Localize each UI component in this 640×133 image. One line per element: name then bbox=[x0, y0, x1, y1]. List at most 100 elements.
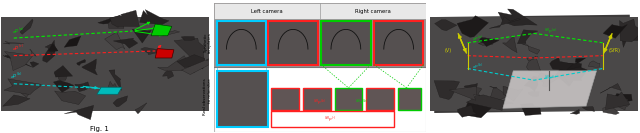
Polygon shape bbox=[520, 103, 541, 116]
Polygon shape bbox=[464, 83, 477, 90]
Polygon shape bbox=[527, 56, 541, 74]
Text: Left camera: Left camera bbox=[252, 9, 283, 14]
Polygon shape bbox=[603, 24, 627, 38]
Polygon shape bbox=[620, 26, 640, 47]
Polygon shape bbox=[108, 81, 116, 90]
Bar bbox=[335, 88, 362, 110]
Polygon shape bbox=[524, 76, 538, 92]
Bar bbox=[271, 111, 394, 126]
Polygon shape bbox=[3, 95, 30, 106]
Polygon shape bbox=[54, 66, 73, 77]
Polygon shape bbox=[457, 16, 488, 37]
Polygon shape bbox=[151, 24, 172, 36]
Polygon shape bbox=[502, 36, 517, 53]
Polygon shape bbox=[135, 103, 147, 114]
Polygon shape bbox=[20, 19, 33, 34]
Bar bbox=[398, 88, 421, 110]
Polygon shape bbox=[522, 44, 540, 54]
Polygon shape bbox=[82, 59, 97, 75]
Bar bbox=[214, 3, 426, 19]
Polygon shape bbox=[588, 61, 600, 67]
Polygon shape bbox=[574, 58, 586, 65]
Polygon shape bbox=[430, 17, 638, 111]
Text: $_wp^{(r)}$: $_wp^{(r)}$ bbox=[12, 43, 24, 53]
Polygon shape bbox=[490, 87, 497, 88]
Text: (SfR): (SfR) bbox=[609, 48, 621, 53]
Polygon shape bbox=[467, 95, 513, 110]
Polygon shape bbox=[182, 57, 216, 75]
Polygon shape bbox=[582, 107, 595, 111]
Bar bbox=[214, 3, 426, 67]
Text: Right camera: Right camera bbox=[355, 9, 390, 14]
Polygon shape bbox=[141, 47, 165, 55]
Polygon shape bbox=[527, 57, 538, 61]
Polygon shape bbox=[113, 96, 127, 107]
Polygon shape bbox=[155, 49, 174, 58]
Polygon shape bbox=[600, 83, 621, 93]
Polygon shape bbox=[54, 73, 67, 80]
Polygon shape bbox=[1, 17, 209, 111]
Polygon shape bbox=[478, 37, 499, 47]
Polygon shape bbox=[16, 84, 34, 97]
Polygon shape bbox=[458, 105, 477, 117]
Polygon shape bbox=[517, 30, 538, 44]
Polygon shape bbox=[570, 109, 580, 114]
Polygon shape bbox=[163, 30, 180, 36]
Polygon shape bbox=[550, 58, 573, 70]
Polygon shape bbox=[104, 32, 125, 50]
Polygon shape bbox=[434, 81, 460, 100]
Bar bbox=[321, 21, 371, 65]
Text: $_wp^{(a)}$: $_wp^{(a)}$ bbox=[472, 34, 483, 44]
Text: (V): (V) bbox=[445, 48, 452, 53]
Bar bbox=[268, 21, 318, 65]
Polygon shape bbox=[98, 15, 126, 24]
Polygon shape bbox=[503, 86, 523, 101]
Polygon shape bbox=[3, 55, 33, 68]
Polygon shape bbox=[478, 41, 493, 45]
Text: Synthetic
templates: Synthetic templates bbox=[204, 32, 212, 53]
Polygon shape bbox=[43, 40, 55, 63]
Polygon shape bbox=[489, 17, 520, 28]
Polygon shape bbox=[528, 92, 539, 97]
Polygon shape bbox=[611, 93, 632, 104]
Polygon shape bbox=[64, 105, 93, 120]
Polygon shape bbox=[174, 38, 205, 64]
Polygon shape bbox=[157, 56, 195, 72]
Polygon shape bbox=[48, 44, 58, 52]
Polygon shape bbox=[435, 15, 634, 113]
Polygon shape bbox=[54, 91, 86, 105]
Text: $_wp^{(a)}$: $_wp^{(a)}$ bbox=[12, 25, 24, 36]
Polygon shape bbox=[605, 92, 630, 110]
Polygon shape bbox=[97, 87, 122, 94]
Bar bbox=[303, 88, 331, 110]
Polygon shape bbox=[132, 29, 151, 43]
Polygon shape bbox=[561, 67, 587, 86]
Polygon shape bbox=[488, 88, 508, 105]
Polygon shape bbox=[4, 51, 33, 71]
Polygon shape bbox=[177, 55, 205, 69]
Polygon shape bbox=[608, 96, 628, 110]
Text: Fig. 1: Fig. 1 bbox=[90, 126, 109, 132]
Bar bbox=[216, 21, 266, 65]
Polygon shape bbox=[140, 10, 169, 25]
Polygon shape bbox=[75, 82, 90, 92]
Polygon shape bbox=[53, 80, 74, 92]
Text: $^{S/R}p^{(a)}$: $^{S/R}p^{(a)}$ bbox=[545, 27, 558, 37]
Polygon shape bbox=[45, 44, 58, 54]
Polygon shape bbox=[4, 79, 43, 95]
Polygon shape bbox=[470, 88, 482, 96]
Bar bbox=[271, 88, 299, 110]
Polygon shape bbox=[64, 36, 81, 47]
Polygon shape bbox=[30, 49, 36, 56]
Bar bbox=[268, 21, 318, 65]
Text: $_wp^{(b)}$: $_wp^{(b)}$ bbox=[472, 62, 483, 72]
Text: $^{S/R}p^{(b)}$: $^{S/R}p^{(b)}$ bbox=[355, 98, 369, 108]
Polygon shape bbox=[30, 62, 39, 67]
Polygon shape bbox=[108, 18, 124, 28]
Polygon shape bbox=[77, 59, 86, 65]
Bar bbox=[216, 21, 266, 65]
Polygon shape bbox=[556, 63, 582, 86]
Polygon shape bbox=[113, 38, 138, 48]
Polygon shape bbox=[449, 86, 477, 100]
Polygon shape bbox=[435, 20, 457, 31]
